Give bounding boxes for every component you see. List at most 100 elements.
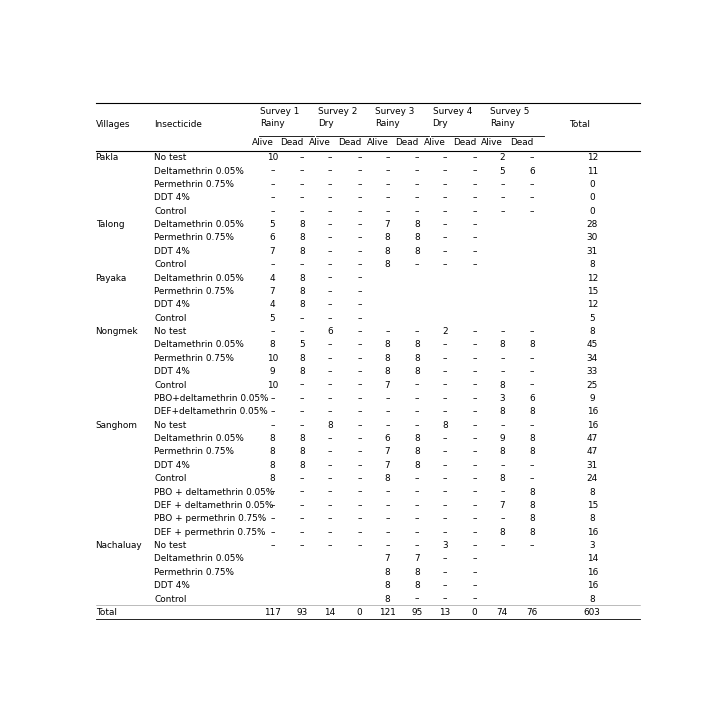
Text: –: – [500,461,505,470]
Text: 8: 8 [300,233,305,243]
Text: –: – [530,180,534,189]
Text: 8: 8 [384,581,390,591]
Text: –: – [328,528,332,536]
Text: Survey 5: Survey 5 [490,108,529,117]
Text: 15: 15 [587,287,598,296]
Text: 5: 5 [270,220,275,229]
Text: –: – [472,515,477,523]
Text: –: – [270,167,275,176]
Text: 2: 2 [500,153,505,162]
Text: –: – [385,515,390,523]
Text: Deltamethrin 0.05%: Deltamethrin 0.05% [154,273,244,283]
Text: 9: 9 [500,434,505,443]
Text: –: – [472,193,477,202]
Text: –: – [472,180,477,189]
Text: –: – [472,167,477,176]
Text: –: – [443,475,447,483]
Text: –: – [357,314,361,323]
Text: 121: 121 [379,608,396,617]
Text: –: – [328,541,332,550]
Text: 0: 0 [590,207,595,216]
Text: –: – [357,461,361,470]
Text: 7: 7 [384,447,390,456]
Text: –: – [472,207,477,216]
Text: 4: 4 [270,273,275,283]
Text: –: – [300,541,305,550]
Text: 16: 16 [587,581,598,591]
Text: Talong: Talong [96,220,124,229]
Text: –: – [472,394,477,403]
Text: 7: 7 [414,555,420,564]
Text: –: – [443,367,447,376]
Text: –: – [443,581,447,591]
Text: 10: 10 [267,153,278,162]
Text: –: – [415,488,419,496]
Text: PBO+deltamethrin 0.05%: PBO+deltamethrin 0.05% [154,394,269,403]
Text: –: – [357,340,361,349]
Text: 6: 6 [384,434,390,443]
Text: 5: 5 [300,340,305,349]
Text: –: – [385,394,390,403]
Text: –: – [385,528,390,536]
Text: 12: 12 [587,153,598,162]
Text: –: – [328,515,332,523]
Text: No test: No test [154,420,186,430]
Text: –: – [500,367,505,376]
Text: 8: 8 [384,367,390,376]
Text: –: – [472,541,477,550]
Text: –: – [328,180,332,189]
Text: 31: 31 [587,247,598,256]
Text: –: – [443,380,447,389]
Text: –: – [443,461,447,470]
Text: 8: 8 [269,475,275,483]
Text: –: – [415,528,419,536]
Text: –: – [300,327,305,336]
Text: –: – [328,314,332,323]
Text: Permethrin 0.75%: Permethrin 0.75% [154,447,234,456]
Text: 8: 8 [414,340,420,349]
Text: DEF + deltamethrin 0.05%: DEF + deltamethrin 0.05% [154,501,274,510]
Text: 8: 8 [300,367,305,376]
Text: –: – [328,233,332,243]
Text: –: – [328,488,332,496]
Text: –: – [443,220,447,229]
Text: No test: No test [154,541,186,550]
Text: –: – [443,167,447,176]
Text: –: – [385,541,390,550]
Text: 8: 8 [529,528,535,536]
Text: –: – [270,180,275,189]
Text: –: – [385,420,390,430]
Text: 0: 0 [356,608,362,617]
Text: –: – [300,207,305,216]
Text: –: – [300,501,305,510]
Text: –: – [385,153,390,162]
Text: –: – [328,207,332,216]
Text: Alive: Alive [482,138,503,147]
Text: Dead: Dead [338,138,361,147]
Text: DDT 4%: DDT 4% [154,581,190,591]
Text: –: – [472,488,477,496]
Text: –: – [385,501,390,510]
Text: –: – [328,260,332,269]
Text: 47: 47 [587,434,598,443]
Text: 8: 8 [384,595,390,604]
Text: Total: Total [570,120,590,129]
Text: Control: Control [154,314,186,323]
Text: –: – [270,501,275,510]
Text: –: – [357,528,361,536]
Text: 8: 8 [529,434,535,443]
Text: –: – [530,461,534,470]
Text: –: – [357,380,361,389]
Text: –: – [300,153,305,162]
Text: 25: 25 [587,380,598,389]
Text: –: – [530,207,534,216]
Text: –: – [357,300,361,309]
Text: Permethrin 0.75%: Permethrin 0.75% [154,354,234,363]
Text: 8: 8 [500,407,505,416]
Text: –: – [357,475,361,483]
Text: –: – [357,220,361,229]
Text: –: – [357,447,361,456]
Text: 8: 8 [414,354,420,363]
Text: –: – [443,555,447,564]
Text: Control: Control [154,380,186,389]
